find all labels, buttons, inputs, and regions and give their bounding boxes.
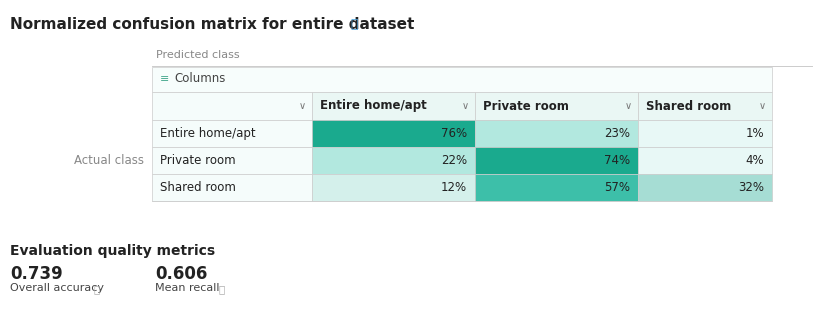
Text: 4%: 4% [746,154,764,167]
Text: 76%: 76% [441,127,467,140]
Text: ⓘ: ⓘ [219,284,225,294]
Text: 32%: 32% [738,181,764,194]
Bar [475,174,638,201]
Text: Actual class: Actual class [74,154,144,167]
Bar [152,67,772,92]
Bar [152,174,312,201]
Text: Entire home/apt: Entire home/apt [320,99,427,113]
Text: Private room: Private room [160,154,236,167]
Bar [638,174,772,201]
Text: Predicted class: Predicted class [156,50,240,60]
Bar [638,120,772,147]
Text: ≡: ≡ [160,74,170,84]
Text: Normalized confusion matrix for entire dataset: Normalized confusion matrix for entire d… [10,17,414,32]
Bar [475,120,638,147]
Text: Shared room: Shared room [646,99,731,113]
Text: ∨: ∨ [759,101,766,111]
Bar [152,92,312,120]
Bar [312,120,475,147]
Text: ∨: ∨ [462,101,469,111]
Text: 1%: 1% [746,127,764,140]
Bar [475,147,638,174]
Text: Overall accuracy: Overall accuracy [10,283,104,293]
Bar [152,120,312,147]
Text: Private room: Private room [483,99,569,113]
Text: ∨: ∨ [625,101,632,111]
Bar [312,92,475,120]
Text: 23%: 23% [604,127,630,140]
Text: 22%: 22% [441,154,467,167]
Bar [475,92,638,120]
Bar [638,92,772,120]
Text: Shared room: Shared room [160,181,236,194]
Text: ∨: ∨ [299,101,306,111]
Bar [312,147,475,174]
Text: Columns: Columns [174,72,226,86]
Text: 0.606: 0.606 [155,265,208,283]
Text: 0.739: 0.739 [10,265,63,283]
Text: 57%: 57% [604,181,630,194]
Text: ⓘ: ⓘ [350,18,358,31]
Text: ⓘ: ⓘ [94,284,101,294]
Bar [312,174,475,201]
Text: Entire home/apt: Entire home/apt [160,127,255,140]
Text: Mean recall: Mean recall [155,283,219,293]
Text: 12%: 12% [441,181,467,194]
Bar [638,147,772,174]
Bar [152,147,312,174]
Text: Evaluation quality metrics: Evaluation quality metrics [10,244,215,258]
Text: 74%: 74% [604,154,630,167]
